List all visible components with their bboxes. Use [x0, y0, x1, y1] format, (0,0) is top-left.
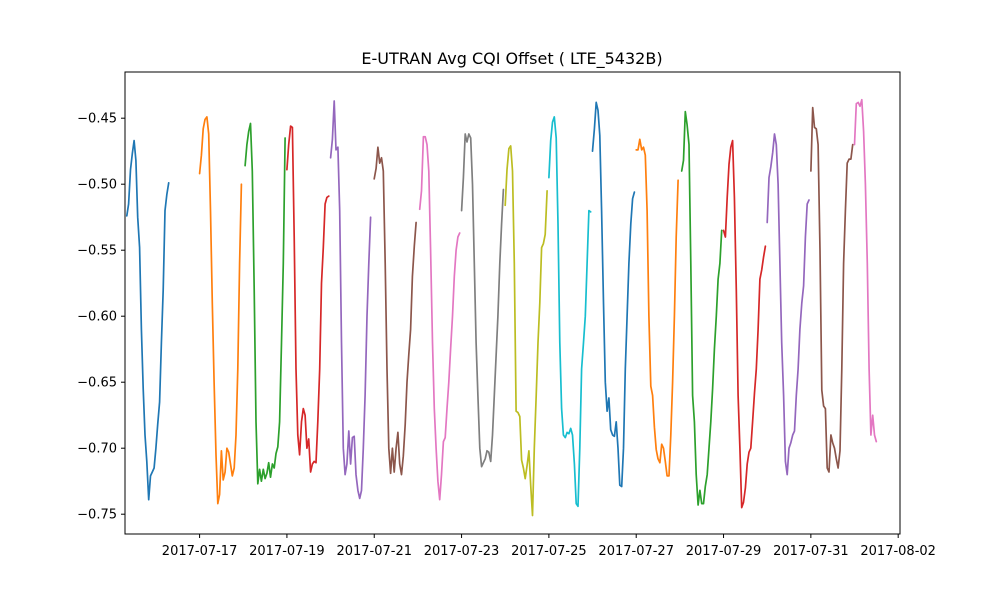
series-line-9: [504, 145, 548, 517]
chart-title: E-UTRAN Avg CQI Offset ( LTE_5432B): [361, 49, 662, 69]
series-line-8: [460, 133, 505, 468]
series-line-15: [766, 133, 810, 476]
series-line-4: [286, 125, 330, 473]
series-line-14: [722, 139, 767, 509]
series-line-1: [125, 139, 170, 501]
series-layer: [125, 98, 878, 517]
y-tick-label: −0.70: [77, 442, 117, 457]
series-line-13: [680, 110, 723, 506]
series-line-10: [548, 116, 592, 508]
y-axis: −0.45 −0.50 −0.55 −0.60 −0.65 −0.70 −0.75: [77, 112, 125, 523]
x-tick-label: 2017-07-25: [511, 544, 587, 559]
x-tick-label: 2017-07-29: [686, 544, 762, 559]
series-line-11: [591, 101, 636, 488]
x-tick-label: 2017-07-17: [162, 544, 238, 559]
x-tick-label: 2017-07-21: [336, 544, 412, 559]
x-tick-label: 2017-07-19: [249, 544, 325, 559]
series-line-16: [810, 106, 854, 473]
x-tick-label: 2017-07-31: [773, 544, 849, 559]
series-line-3: [244, 122, 286, 485]
series-line-6: [373, 146, 417, 476]
y-tick-label: −0.50: [77, 178, 117, 193]
y-tick-label: −0.65: [77, 376, 117, 391]
series-line-5: [329, 100, 372, 500]
series-line-12: [635, 138, 679, 477]
series-line-17: [853, 98, 878, 443]
x-tick-label: 2017-08-02: [860, 544, 936, 559]
series-line-2: [198, 116, 243, 505]
y-tick-label: −0.55: [77, 244, 117, 259]
x-tick-label: 2017-07-27: [598, 544, 674, 559]
x-axis: 2017-07-17 2017-07-19 2017-07-21 2017-07-23…: [162, 534, 936, 559]
y-tick-label: −0.75: [77, 508, 117, 523]
plot-frame: [124, 71, 901, 535]
y-tick-label: −0.60: [77, 310, 117, 325]
series-line-7: [418, 135, 461, 501]
y-tick-label: −0.45: [77, 112, 117, 127]
x-tick-label: 2017-07-23: [424, 544, 500, 559]
